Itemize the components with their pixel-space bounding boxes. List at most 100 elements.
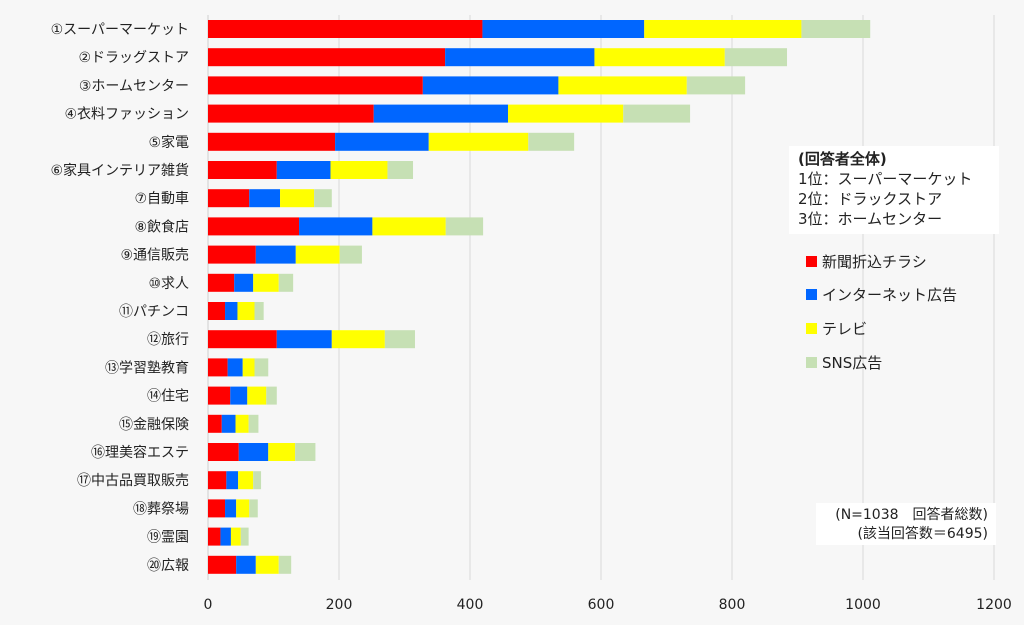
bar-segment-sns [266,386,277,405]
category-label: ⑲霊園 [147,530,189,546]
bar-segment-sns [445,217,484,236]
legend-item-internet: インターネット広告 [806,284,957,306]
bar-segment-internet [422,76,559,95]
category-label: ①スーパーマーケット [51,22,189,38]
bar-segment-internet [335,132,429,151]
bar-segment-newspaper [208,273,235,292]
bar-segment-internet [225,499,237,518]
bar-segment-sns [295,443,316,461]
bar-segment-sns [249,499,258,518]
x-tick-label: 1200 [976,597,1012,613]
bar-segment-tv [331,330,385,349]
bar-segments [208,20,871,574]
category-labels: ①スーパーマーケット ②ドラッグストア ③ホームセンター ④衣料ファッション ⑤家電 ⑥家… [50,22,189,574]
bar-segment-newspaper [208,358,228,377]
legend-label-tv: テレビ [822,320,868,338]
legend-label-internet: インターネット広告 [822,286,958,304]
category-label: ⑧飲食店 [134,218,189,235]
bar-segment-newspaper [208,48,446,67]
bar-segment-tv [507,104,624,123]
bar-segment-tv [247,386,267,405]
bar-segment-internet [445,48,595,67]
legend-swatch-internet [806,289,817,300]
bar-segment-tv [330,161,388,179]
bar-segment-tv [644,20,802,38]
bar-segment-internet [373,104,508,123]
category-label: ⑯理美容エステ [91,444,189,461]
category-label: ③ホームセンター [79,78,189,94]
bar-segment-sns [724,48,788,67]
category-label: ⑤家電 [148,134,189,151]
x-tick-label: 0 [204,597,213,613]
bar-segment-tv [428,132,529,151]
bar-segment-sns [253,471,262,490]
category-label: ⑨通信販売 [120,248,189,264]
legend-item-tv: テレビ [806,318,867,340]
bar-segment-newspaper [208,161,277,179]
legend-swatch-newspaper [806,256,817,267]
bar-segment-tv [255,555,279,574]
bar-segment-sns [254,302,264,320]
bar-segment-internet [226,471,239,490]
category-label: ⑥家具インテリア雑貨 [50,162,189,179]
category-label: ⑮金融保険 [119,417,189,433]
bar-segment-sns [339,245,362,264]
x-tick-label: 600 [588,597,615,613]
bar-segment-sns [314,189,332,208]
ranking-line-2: 2位：ドラックストア [798,190,943,208]
bar-segment-tv [242,358,255,377]
category-label: ⑫旅行 [147,332,189,348]
bar-segment-sns [686,76,746,95]
bar-segment-tv [235,414,249,433]
category-label: ⑩求人 [148,276,189,292]
ranking-line-3: 3位：ホームセンター [798,210,943,228]
bar-segment-internet [220,527,231,546]
bar-segment-sns [801,20,871,38]
bar-segment-tv [236,499,250,518]
bar-segment-internet [249,189,281,208]
bar-segment-sns [528,132,575,151]
bar-segment-internet [221,414,236,433]
category-label: ⑭住宅 [147,389,189,405]
bar-segment-tv [238,471,254,490]
sample-size-annotation-box: (N=1038 回答者総数) (該当回答数＝6495) [816,503,996,545]
category-label: ⑪パチンコ [119,304,189,320]
category-label: ⑱葬祭場 [133,501,189,517]
bar-segment-sns [387,161,414,179]
bar-segment-newspaper [208,104,374,123]
bar-segment-newspaper [208,76,423,95]
bar-segment-tv [268,443,296,461]
x-tick-label: 200 [326,597,353,613]
category-label: ④衣料ファッション [64,107,189,123]
legend-label-sns: SNS広告 [822,354,883,372]
bar-segment-newspaper [208,330,277,349]
legend-swatch-tv [806,323,817,334]
bar-segment-newspaper [208,471,227,490]
bar-segment-internet [255,245,296,264]
bar-segment-tv [237,302,255,320]
bar-segment-internet [276,330,332,349]
bar-segment-tv [253,273,279,292]
legend-swatch-sns [806,357,817,368]
category-label: ⑬学習塾教育 [105,360,189,376]
bar-segment-internet [276,161,331,179]
x-axis-tick-labels: 0 200 400 600 800 1000 1200 [204,597,1012,613]
bar-segment-newspaper [208,386,231,405]
bar-segment-newspaper [208,555,237,574]
bar-segment-tv [372,217,446,236]
bar-segment-newspaper [208,527,221,546]
ranking-title: (回答者全体) [798,150,887,168]
ranking-annotation-box: (回答者全体) 1位：スーパーマーケット 2位：ドラックストア 3位：ホームセン… [789,146,999,234]
legend-item-sns: SNS広告 [806,352,882,374]
bar-segment-newspaper [208,443,239,461]
bar-segment-internet [230,386,248,405]
bar-segment-sns [254,358,269,377]
bar-segment-sns [240,527,249,546]
bar-segment-internet [225,302,238,320]
bar-segment-newspaper [208,217,300,236]
bar-segment-internet [227,358,243,377]
bar-segment-internet [236,555,256,574]
bar-segment-tv [295,245,340,264]
bar-segment-newspaper [208,189,250,208]
